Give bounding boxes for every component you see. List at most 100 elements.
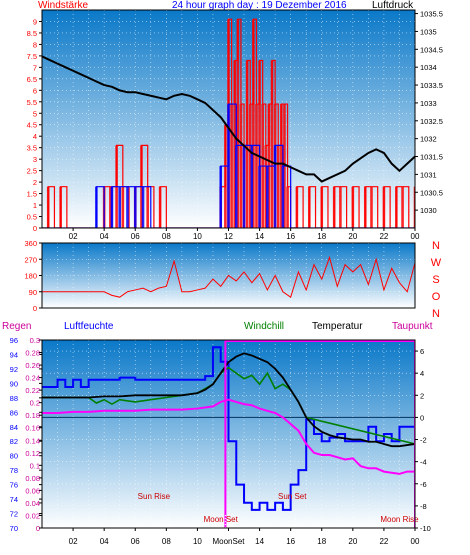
temperature-line-group xyxy=(42,352,415,448)
pressure-line-group xyxy=(42,55,415,183)
panel-3-xtick-label: 00 xyxy=(411,537,420,546)
panel-1-frame xyxy=(41,9,416,229)
gust-series-bar xyxy=(250,145,254,228)
panel-1-right-tick-label: 1035.5 xyxy=(420,10,443,19)
panel-3-xtick-label: 06 xyxy=(131,537,140,546)
wind-series-bar xyxy=(276,145,280,228)
panel-1-left-tick-label: 7 xyxy=(33,63,37,72)
panel-1-left-tick-label: 0 xyxy=(33,224,37,233)
panel-3-left-tick-label: 86 xyxy=(10,408,18,417)
compass-label: N xyxy=(432,308,440,320)
wind-direction-line xyxy=(42,255,415,298)
header-rain: Regen xyxy=(2,321,32,332)
wind-series-bar xyxy=(286,186,289,228)
gust-series-bar xyxy=(273,145,277,228)
panel-3-xtick-label: 04 xyxy=(100,537,109,546)
panel-2-left-tick-label: 90 xyxy=(29,288,37,297)
panel-3-left-tick-label: 0.16 xyxy=(25,424,40,433)
panel-1-left-tick-label: 2 xyxy=(33,178,37,187)
panel-3-left-tick-label: 0.2 xyxy=(30,399,40,408)
panel-3-right-tick-label: -2 xyxy=(420,436,427,445)
panel-1-right-tick-label: 1032.5 xyxy=(420,117,443,126)
panel-3-xtick-label: 08 xyxy=(162,537,171,546)
header-title: 24 hour graph day : 19 Dezember 2016 xyxy=(172,0,347,11)
wind-series-bar xyxy=(280,104,283,228)
gust-series-bar xyxy=(234,145,238,228)
panel-1-xtick-label: 04 xyxy=(100,232,109,241)
panel-3-left-tick-label: 0.28 xyxy=(25,349,40,358)
humidity-line xyxy=(42,346,415,511)
panel-3-left-tick-label: 80 xyxy=(10,452,18,461)
wind-series-bar xyxy=(401,186,404,228)
panel-3-left-tick-label: 96 xyxy=(10,336,18,345)
panel-3-left-tick-label: 0.06 xyxy=(25,486,40,495)
wind-series-bar xyxy=(270,60,274,228)
panel-3-right-tick-label: -8 xyxy=(420,502,427,511)
panel-1-left-tick-label: 3 xyxy=(33,155,37,164)
wind-series-bar xyxy=(230,104,233,228)
panel-3-left-tick-label: 0.1 xyxy=(30,461,40,470)
panel-2-left-tick-label: 270 xyxy=(24,255,37,264)
rain-line xyxy=(224,340,415,528)
panel-1-left-tick-label: 6.5 xyxy=(27,75,37,84)
header-right-label: Luftdruck xyxy=(372,0,414,11)
panel-3-xtick-label: 22 xyxy=(379,537,388,546)
panel-1-left-tick-label: 5.5 xyxy=(27,98,37,107)
panel-3-left-tick-label: 0.08 xyxy=(25,474,40,483)
gust-line-group xyxy=(42,103,415,228)
panel-1-right-tick-label: 1035 xyxy=(420,27,437,36)
panel-1-xtick-label: 14 xyxy=(255,232,264,241)
panel-3-left-tick-label: 72 xyxy=(10,510,18,519)
wind-series-bar xyxy=(239,104,243,228)
panel-2-left-tick-label: 180 xyxy=(24,272,37,281)
header-temperature: Temperatur xyxy=(312,321,363,332)
wind-series-bar xyxy=(264,145,268,228)
panel-3-left-tick-label: 70 xyxy=(10,524,18,533)
panel-3-left-tick-label: 82 xyxy=(10,437,18,446)
wind-series-bar xyxy=(252,19,255,228)
gust-line xyxy=(42,103,415,228)
panel-1-right-tick-label: 1034.5 xyxy=(420,45,443,54)
wind-series-bar xyxy=(258,60,261,228)
panel-1-right-tick-label: 1032 xyxy=(420,135,437,144)
panel-1-left-tick-label: 1 xyxy=(33,201,37,210)
gust-series-bar xyxy=(133,186,137,228)
humidity-line-group xyxy=(42,346,415,511)
panel-3-left-tick-label: 0.04 xyxy=(25,499,40,508)
panel-1-right-tick-label: 1033 xyxy=(420,99,437,108)
panel-1-right-tick-label: 1034 xyxy=(420,63,437,72)
wind-series-bar xyxy=(146,186,149,228)
panel-3-xtick-label: 20 xyxy=(348,537,357,546)
panel-3-left-tick-label: 0.22 xyxy=(25,386,40,395)
panel-1-left-tick-label: 0.5 xyxy=(27,213,37,222)
panel-3-left-tick-label: 0.26 xyxy=(25,361,40,370)
wind-series-bar xyxy=(109,186,112,228)
header-windchill: Windchill xyxy=(244,321,285,332)
gust-series-bar xyxy=(266,166,269,228)
temperature-line xyxy=(42,352,415,448)
dewpoint-line-group xyxy=(42,398,415,475)
panel-1-right-tick-label: 1031 xyxy=(420,170,437,179)
panel-3-left-tick-label: 0.24 xyxy=(25,374,40,383)
panel-3-left-tick-label: 0.02 xyxy=(25,511,40,520)
header-left-label: Windstärke xyxy=(38,0,89,11)
panel-1-right-tick-label: 1030.5 xyxy=(420,188,443,197)
wind-series-bar xyxy=(339,186,342,228)
gust-series-bar xyxy=(242,145,246,228)
panel-3-right-tick-label: 4 xyxy=(420,369,424,378)
compass-label: N xyxy=(432,240,440,252)
panel-1-xtick-label: 08 xyxy=(162,232,171,241)
panel-1-xtick-label: 16 xyxy=(286,232,295,241)
panel-1-left-tick-label: 8.5 xyxy=(27,29,37,38)
panel-3-frame xyxy=(41,339,416,529)
panel-3-left-tick-label: 88 xyxy=(10,394,18,403)
panel-3-right-tick-label: 6 xyxy=(420,347,424,356)
panel-1-left-tick-label: 1.5 xyxy=(27,190,37,199)
compass-label: W xyxy=(431,257,442,269)
panel-2-left-tick-label: 360 xyxy=(24,239,37,248)
panel-3-right-tick-label: -4 xyxy=(420,458,427,467)
panel-1-left-tick-label: 9 xyxy=(33,17,37,26)
panel-3-xtick-label: 10 xyxy=(193,537,202,546)
gust-series-bar xyxy=(281,166,285,228)
